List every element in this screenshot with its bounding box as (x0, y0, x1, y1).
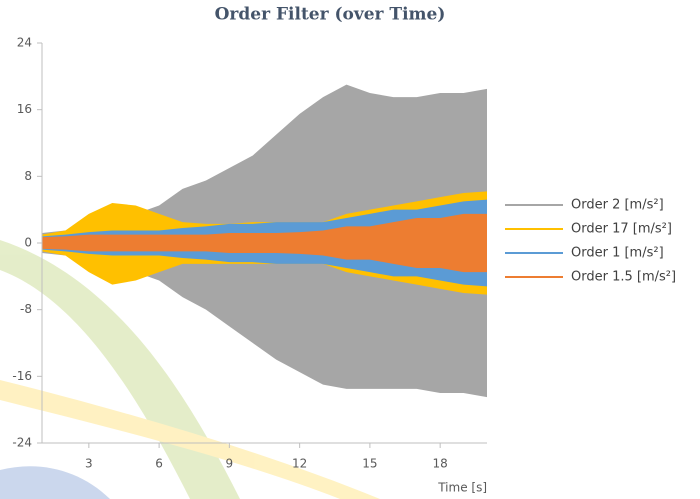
x-axis-label: Time [s] (437, 481, 487, 495)
legend-label: Order 17 [m/s²] (571, 222, 672, 237)
x-tick-label: 6 (155, 457, 163, 471)
band-area (42, 243, 487, 398)
y-tick-label: -16 (12, 369, 32, 383)
x-tick-label: 12 (292, 457, 307, 471)
swoosh (0, 466, 110, 499)
y-tick-label: 0 (24, 236, 32, 250)
band-area (42, 243, 487, 273)
y-tick-label: -24 (12, 436, 32, 450)
legend-label: Order 1.5 [m/s²] (571, 270, 676, 285)
chart-title: Order Filter (over Time) (215, 5, 446, 25)
y-tick-label: -8 (20, 302, 32, 316)
y-tick-label: 16 (17, 102, 32, 116)
y-tick-label: 8 (24, 169, 32, 183)
x-tick-label: 15 (362, 457, 377, 471)
x-tick-label: 18 (433, 457, 448, 471)
x-tick-label: 3 (85, 457, 93, 471)
legend-label: Order 1 [m/s²] (571, 246, 664, 261)
y-tick-label: 24 (17, 36, 32, 50)
legend-label: Order 2 [m/s²] (571, 198, 664, 213)
x-tick-label: 9 (226, 457, 234, 471)
swoosh (0, 380, 380, 499)
background-decoration (0, 240, 380, 499)
band-area (42, 213, 487, 243)
swoosh (0, 240, 240, 499)
band-area (42, 84, 487, 244)
